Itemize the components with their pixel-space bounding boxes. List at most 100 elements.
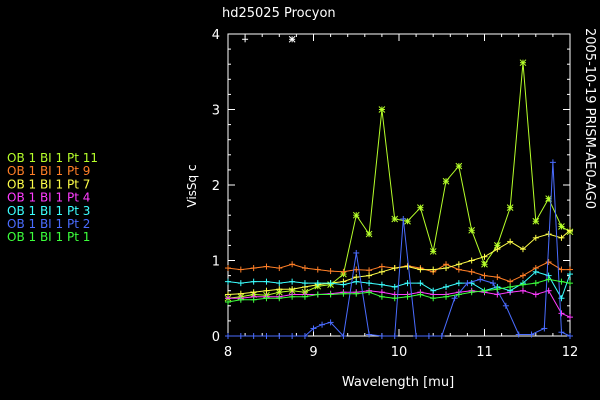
data-point [250,333,257,339]
data-point [519,272,526,279]
data-point [558,223,565,230]
data-point [391,333,398,339]
data-point [429,248,437,255]
data-point [417,291,424,298]
data-point [417,266,424,273]
data-point [366,331,373,338]
data-point [340,268,347,275]
x-axis-label: Wavelength [mu] [342,375,454,390]
data-point [314,280,321,287]
data-point [391,215,399,223]
y-tick-label: 2 [212,179,220,194]
data-point [528,331,535,338]
data-point [289,278,296,285]
data-point [400,215,407,222]
data-point [276,286,283,293]
data-point [404,293,411,300]
data-point [545,276,552,283]
data-point [225,265,231,272]
data-point [430,287,437,294]
data-point [327,280,334,287]
data-point [507,238,514,245]
data-point [490,280,497,287]
data-point [494,286,501,293]
data-point [225,278,231,285]
data-point [541,325,548,332]
data-point [378,281,385,288]
data-point [276,333,283,339]
data-point [378,263,385,270]
data-point [430,266,437,273]
legend-entry: OB 1 BI 1 Pt 7 [7,177,90,191]
y-tick-label: 3 [212,104,220,119]
data-point [289,333,296,339]
data-point [443,265,450,272]
outlier-point [288,35,296,43]
data-point [263,287,270,294]
data-point [413,333,420,339]
data-point [391,283,398,290]
legend-entry: OB 1 BI 1 Pt 3 [7,204,90,218]
legend-entry: OB 1 BI 1 Pt 2 [7,217,90,231]
data-point [319,321,326,328]
series-line [228,290,571,318]
data-point [340,290,347,297]
data-point [366,267,373,274]
data-point [477,276,484,283]
data-point [327,268,334,275]
data-point [404,217,411,225]
data-point [391,295,398,302]
data-point [327,291,334,298]
data-point [301,280,308,287]
data-point [404,280,411,287]
data-point [353,249,360,256]
data-point [515,331,522,338]
x-tick-label: 11 [476,345,493,360]
data-point [263,333,270,339]
data-point [276,265,283,272]
data-point [352,211,360,219]
outlier-point [242,36,249,43]
data-point [353,278,360,285]
data-point [250,296,257,303]
data-point [289,293,296,300]
data-point [558,266,565,273]
data-point [438,333,445,339]
data-point [301,333,308,339]
data-point [391,265,398,272]
series-line [228,162,571,338]
data-point [468,268,475,275]
data-point [464,280,471,287]
data-point [366,272,373,279]
data-point [301,265,308,272]
data-point [327,319,334,326]
series-line [227,271,571,300]
data-point [567,227,573,234]
data-point [310,325,317,332]
data-point [237,296,244,303]
data-point [417,204,424,212]
data-point [263,263,270,270]
data-point [558,329,565,336]
data-point [430,295,437,302]
data-point [301,293,308,300]
data-point [250,265,257,272]
data-point [532,234,539,241]
data-point [237,280,244,287]
data-point [340,281,347,288]
data-point [519,287,526,294]
x-tick-label: 8 [224,345,232,360]
series-layer [224,35,574,339]
data-point [455,266,462,273]
data-point [481,260,488,268]
y-tick-label: 1 [212,255,220,270]
legend-entry: OB 1 BI 1 Pt 11 [7,151,98,165]
data-point [353,266,360,273]
data-point [442,177,450,185]
data-point [519,246,526,253]
data-point [276,295,283,302]
series-line [227,278,571,303]
data-point [468,289,475,296]
